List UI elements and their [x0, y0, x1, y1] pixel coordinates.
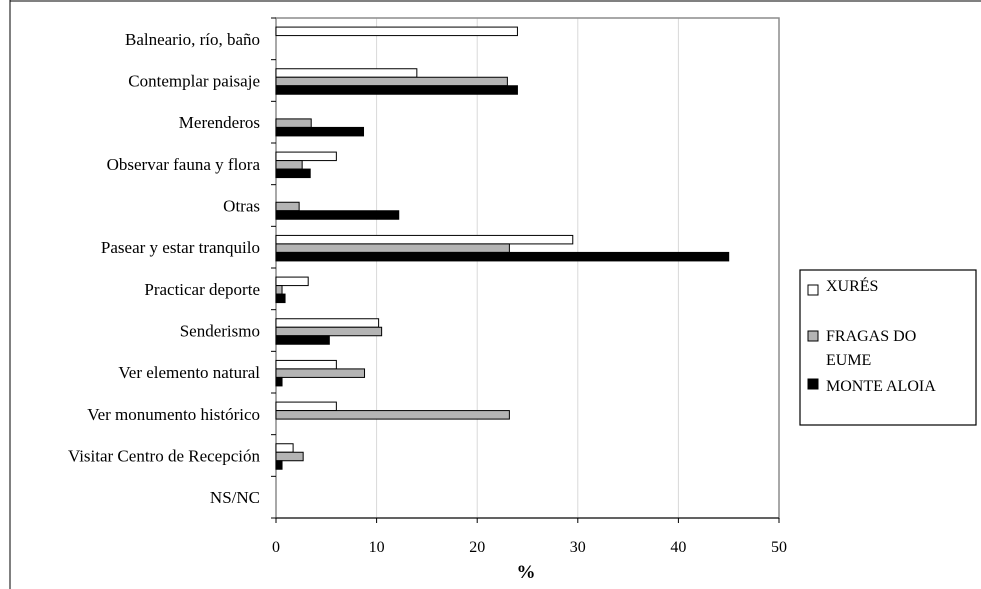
x-tick-label: 30 — [570, 539, 586, 556]
category-label: Ver monumento histórico — [87, 405, 260, 424]
bar-xures — [275, 359, 337, 370]
bar-fragas-do-eume — [275, 410, 510, 420]
legend-label: MONTE ALOIA — [826, 378, 936, 395]
bar-monte-aloia — [275, 126, 365, 137]
bar-xures — [275, 26, 518, 37]
category-label: Practicar deporte — [144, 280, 260, 299]
legend-swatch-xures — [807, 284, 819, 296]
category-label: Senderismo — [180, 322, 260, 341]
bar-fragas-do-eume — [275, 118, 312, 128]
bar-xures — [275, 68, 418, 78]
category-label: Pasear y estar tranquilo — [101, 238, 260, 257]
bar-fragas-do-eume — [275, 285, 283, 295]
legend-swatch-fragas-do-eume — [807, 330, 819, 342]
bar-xures — [275, 443, 294, 453]
bar-fragas-do-eume — [275, 451, 304, 462]
bar-fragas-do-eume — [275, 160, 303, 170]
x-axis-title: % — [517, 562, 536, 583]
bar-xures — [275, 276, 309, 287]
category-label: Visitar Centro de Recepción — [68, 447, 261, 466]
legend-label: FRAGAS DO EUME — [826, 328, 916, 369]
bar-monte-aloia — [275, 335, 330, 345]
category-label: Balneario, río, baño — [125, 30, 260, 49]
x-tick-label: 10 — [369, 539, 385, 556]
bar-monte-aloia — [275, 293, 286, 304]
bar-xures — [275, 234, 574, 245]
category-label: Ver elemento natural — [118, 363, 260, 382]
legend-box — [799, 269, 977, 426]
bar-monte-aloia — [275, 376, 283, 387]
category-label: NS/NC — [210, 488, 260, 507]
bar-fragas-do-eume — [275, 243, 510, 253]
bar-xures — [275, 151, 337, 162]
bar-fragas-do-eume — [275, 326, 383, 337]
bar-monte-aloia — [275, 460, 283, 470]
bar-xures — [275, 401, 337, 412]
legend-swatch-monte-aloia — [807, 378, 819, 390]
legend-label: XURÉS — [826, 276, 878, 295]
x-tick-label: 40 — [670, 539, 686, 556]
bar-fragas-do-eume — [275, 76, 508, 87]
bar-monte-aloia — [275, 251, 730, 262]
bar-fragas-do-eume — [275, 368, 366, 378]
x-tick-label: 0 — [272, 539, 280, 556]
category-label: Observar fauna y flora — [107, 155, 261, 174]
bar-monte-aloia — [275, 168, 311, 179]
x-tick-label: 20 — [469, 539, 485, 556]
bar-monte-aloia — [275, 210, 400, 220]
bar-xures — [275, 318, 380, 328]
bar-monte-aloia — [275, 85, 518, 95]
category-label: Merenderos — [179, 113, 260, 132]
bar-fragas-do-eume — [275, 201, 300, 212]
x-tick-label: 50 — [771, 539, 787, 556]
category-label: Otras — [223, 197, 260, 216]
category-label: Contemplar paisaje — [128, 72, 260, 91]
